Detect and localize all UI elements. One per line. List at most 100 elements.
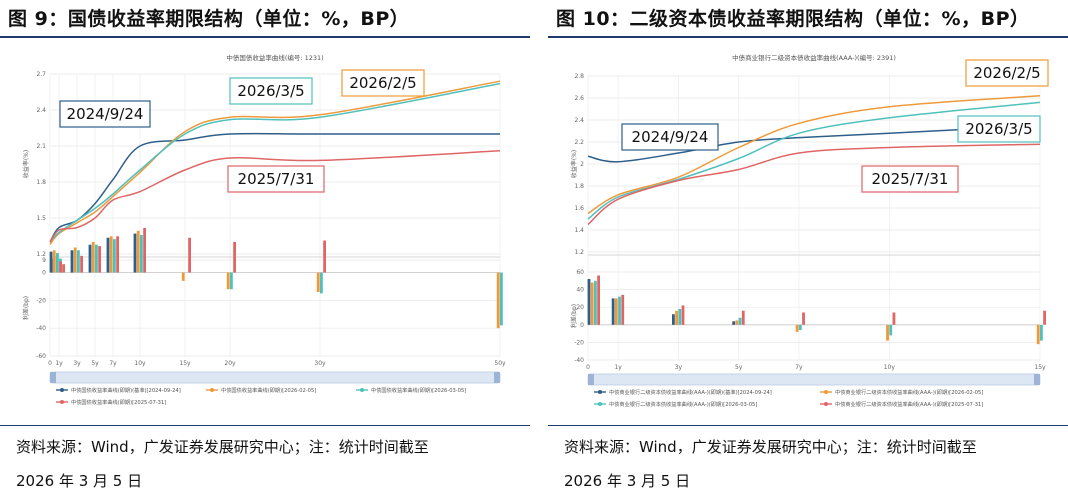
legend-label: 中债国债收益率曲线(即期)[2026-02-05] [221, 386, 316, 394]
source-note-line2: 2026 年 3 月 5 日 [564, 472, 691, 490]
x-tick-label: 15y [179, 360, 191, 367]
legend-marker [824, 402, 828, 406]
x-tick-label: 15y [1034, 364, 1046, 371]
chart-title: 中债商业银行二级资本债收益率曲线(AAA-)(编号: 2391) [732, 53, 896, 62]
x-tick-label: 30y [314, 360, 326, 367]
spread-bar [500, 272, 503, 326]
y-tick-label: 1.2 [574, 249, 584, 256]
spread-bar [738, 317, 742, 325]
legend-label: 中债国债收益率曲线(即期)[2025-07-31] [71, 398, 166, 406]
y-axis-label: 收益率(%) [570, 150, 578, 178]
spread-bar [1043, 310, 1046, 325]
spread-bar [188, 237, 191, 273]
spread-bar [496, 272, 500, 329]
spread-bar [1036, 324, 1040, 345]
spread-bar [230, 272, 233, 290]
spread-bar [52, 250, 56, 273]
legend-label: 中债商业银行二级资本债收益率曲线(AAA-)(即期)(基准)[2024-09-2… [609, 388, 772, 396]
chart-title: 中债国债收益率曲线(编号: 1231) [226, 53, 323, 62]
legend-marker [824, 390, 828, 394]
figure-10-panel: 图 10：二级资本债收益率期限结构（单位：%，BP） 中债商业银行二级资本债收益… [548, 0, 1068, 498]
legend-marker [60, 400, 64, 404]
figure-title: 图 10：二级资本债收益率期限结构（单位：%，BP） [556, 8, 1030, 30]
legend-marker [60, 388, 64, 392]
spread-bar [621, 294, 625, 325]
figure-9-panel: 图 9：国债收益率期限结构（单位：%，BP） 中债国债收益率曲线(编号: 123… [0, 0, 530, 498]
legend-marker [210, 388, 214, 392]
spread-bar [889, 324, 893, 336]
spread-bar [136, 230, 140, 273]
annotation-box [341, 69, 425, 97]
yield-curve-line [49, 150, 501, 243]
spread-bar [133, 233, 137, 273]
spread-bar [611, 298, 615, 325]
spread-bar [91, 241, 95, 273]
spread-bar [143, 228, 146, 273]
legend-marker [598, 390, 602, 394]
title-divider [0, 36, 530, 38]
annotation-label: 2026/2/5 [349, 74, 416, 92]
spread-bar [886, 324, 889, 341]
x-tick-label: 10y [134, 360, 146, 367]
y-tick-label: 2.4 [574, 117, 584, 124]
x-tick-label: 3y [675, 364, 683, 371]
chart-container: 中债商业银行二级资本债收益率曲线(AAA-)(编号: 2391) 收益率(%) 利差… [568, 44, 1058, 424]
yield-curve-line [49, 82, 501, 243]
bar-tick-label: -40 [574, 357, 584, 364]
spread-bar [233, 241, 236, 273]
annotation-label: 2026/2/5 [973, 64, 1040, 82]
annotation-label: 2026/3/5 [237, 82, 304, 100]
annotation-label: 2025/7/31 [238, 170, 315, 188]
x-tick-label: 50y [494, 360, 506, 367]
spread-bar [113, 239, 116, 273]
zoom-slider [587, 373, 1041, 386]
spread-bar [80, 255, 83, 273]
zoom-slider-handle-left [50, 372, 56, 383]
x-tick-label: 10y [884, 364, 896, 371]
spread-bar [590, 282, 594, 325]
bar-tick-label: 0 [42, 270, 46, 277]
y-tick-label: 1.5 [36, 215, 46, 222]
legend-label: 中债商业银行二级资本债收益率曲线(AAA-)(即期)[2025-07-31] [835, 400, 983, 408]
annotation-label: 2026/3/5 [965, 120, 1032, 138]
spread-bar [735, 320, 739, 325]
source-note-line1: 资料来源：Wind，广发证券发展研究中心；注：统计时间截至 [564, 438, 977, 456]
spread-bar [892, 312, 896, 325]
tier2-bond-yield-chart: 中债商业银行二级资本债收益率曲线(AAA-)(编号: 2391) 收益率(%) 利差… [570, 53, 1049, 408]
yield-curve-line [587, 101, 1041, 220]
x-tick-label: 7y [795, 364, 803, 371]
spread-bar [181, 272, 185, 281]
x-tick-label: 5y [91, 360, 99, 367]
source-note-line1: 资料来源：Wind，广发证券发展研究中心；注：统计时间截至 [16, 438, 429, 456]
note-divider [0, 425, 530, 426]
spread-bar [594, 280, 597, 325]
spread-bar [320, 272, 323, 294]
y-tick-label: 2.4 [36, 107, 46, 114]
spread-bar [802, 312, 805, 325]
figure-title: 图 9：国债收益率期限结构（单位：%，BP） [8, 8, 410, 30]
spread-bar [49, 251, 53, 273]
spread-bar [741, 310, 745, 325]
spread-bar [323, 240, 326, 273]
x-tick-label: 1y [614, 364, 622, 371]
spread-bar [597, 275, 600, 325]
spread-bar [106, 237, 110, 273]
y-tick-label: 1.2 [36, 251, 46, 258]
y-axis-label: 收益率(%) [22, 150, 30, 178]
x-tick-label: 1y [55, 360, 63, 367]
source-note-line2: 2026 年 3 月 5 日 [16, 472, 143, 490]
y-tick-label: 1.4 [574, 227, 584, 234]
yield-curve-line [587, 143, 1041, 226]
bar-axis-label: 利差(bp) [570, 304, 578, 328]
y-tick-label: 2.7 [36, 71, 46, 78]
y-tick-label: 1.8 [574, 183, 584, 190]
x-tick-label: 20y [224, 360, 236, 367]
bar-tick-label: -20 [36, 297, 46, 304]
spread-bar [98, 246, 101, 273]
spread-bar [88, 244, 92, 273]
spread-bar [681, 305, 685, 325]
spread-bar [316, 272, 320, 292]
yield-curve-line [587, 124, 1041, 163]
spread-bar [795, 324, 799, 332]
bar-tick-label: 9 [42, 257, 46, 264]
